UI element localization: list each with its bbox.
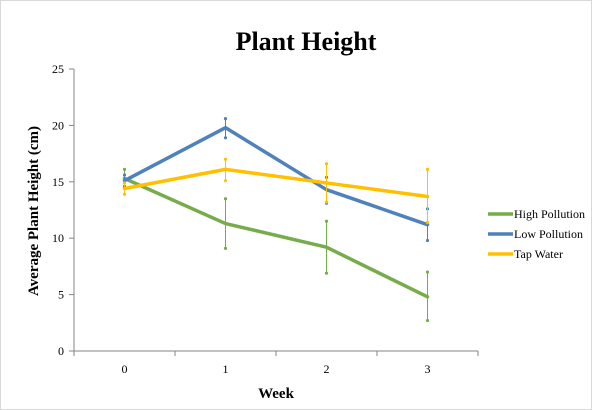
error-cap-high (223, 197, 228, 201)
y-tick-label: 0 (58, 344, 64, 358)
error-cap-low (223, 136, 228, 140)
chart-title: Plant Height (236, 27, 377, 56)
x-tick-label: 1 (223, 362, 229, 376)
x-tick-label: 2 (324, 362, 330, 376)
error-cap-low (425, 318, 430, 323)
y-tick-label: 5 (58, 288, 64, 302)
error-cap-low (425, 220, 430, 225)
legend: High Pollution Low Pollution Tap Water (488, 207, 585, 261)
error-cap-high (425, 167, 430, 171)
series-layer (122, 117, 430, 323)
error-cap-low (425, 238, 430, 243)
y-tick-label: 20 (52, 118, 64, 132)
tick-labels: 0 5 10 15 20 25 0 1 2 3 (52, 62, 431, 376)
legend-item: Tap Water (488, 247, 563, 261)
error-cap-low (223, 246, 228, 250)
error-cap-high (425, 270, 430, 274)
y-axis-label: Average Plant Height (cm) (26, 126, 42, 296)
legend-item: Low Pollution (488, 227, 583, 241)
y-tick-label: 25 (52, 62, 64, 76)
error-cap-high (223, 157, 228, 161)
error-cap-low (324, 271, 329, 275)
axes (69, 68, 479, 356)
legend-label: High Pollution (514, 207, 585, 221)
error-cap-high (223, 117, 228, 121)
error-cap-low (324, 200, 329, 204)
series-line (122, 176, 430, 299)
error-cap-low (223, 179, 228, 183)
legend-item: High Pollution (488, 207, 585, 221)
legend-label: Tap Water (514, 247, 563, 261)
y-tick-label: 15 (52, 175, 64, 189)
error-cap-high (122, 181, 127, 185)
y-tick-label: 10 (52, 231, 64, 245)
error-cap-high (324, 219, 329, 223)
x-axis-label: Week (258, 386, 294, 402)
error-cap-high (122, 167, 127, 171)
x-tick-label: 3 (425, 362, 431, 376)
legend-label: Low Pollution (514, 227, 583, 241)
series-line (122, 125, 430, 227)
error-cap-low (122, 192, 127, 196)
error-cap-high (122, 173, 127, 177)
error-cap-high (324, 162, 329, 166)
x-tick-label: 0 (122, 362, 128, 376)
series-tap-water (122, 157, 430, 225)
series-line (122, 167, 430, 199)
